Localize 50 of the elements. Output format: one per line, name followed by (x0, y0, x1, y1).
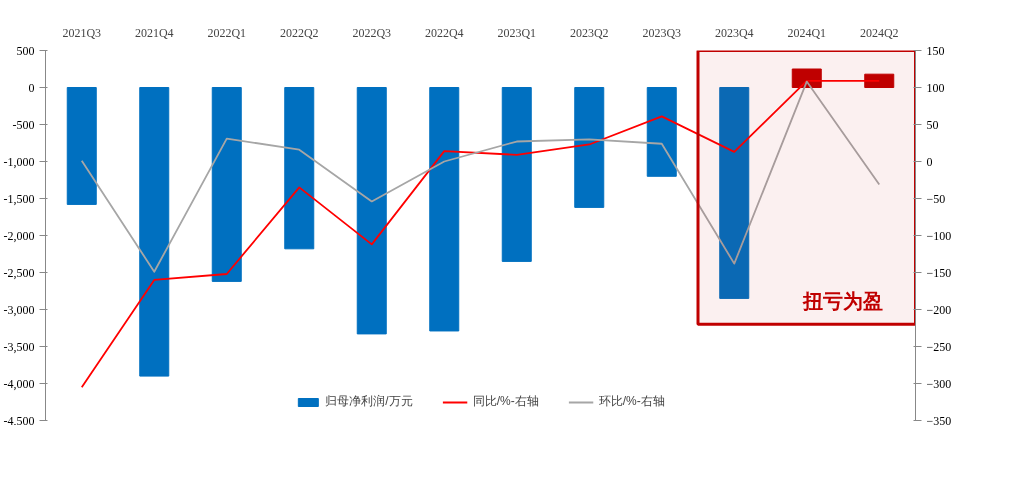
bar (284, 87, 315, 250)
y2-tick-label: 150 (926, 43, 945, 58)
x-tick-label: 2023Q4 (714, 25, 754, 40)
x-tick-label: 2024Q1 (787, 25, 827, 40)
line-series (80, 79, 881, 389)
line-series (80, 80, 881, 273)
y-tick-label: -1,000 (3, 154, 35, 169)
bar (139, 87, 170, 377)
bar (429, 87, 460, 332)
bar (211, 87, 242, 282)
x-tick-label: 2022Q1 (207, 25, 247, 40)
x-tick-label: 2021Q3 (62, 25, 102, 40)
legend-label: 同比/%-右轴 (472, 393, 539, 410)
bar (646, 87, 677, 177)
x-tick-label: 2022Q3 (352, 25, 392, 40)
y-tick-label: 500 (16, 43, 35, 58)
y2-tick-label: 50 (926, 117, 939, 132)
y2-tick-label: −300 (926, 376, 952, 391)
y2-tick-label: 100 (926, 80, 945, 95)
y-tick-label: -3,500 (3, 339, 35, 354)
y2-tick-label: −200 (926, 302, 952, 317)
y2-tick-label: −250 (926, 339, 952, 354)
x-tick-label: 2023Q1 (497, 25, 537, 40)
bar (356, 87, 387, 335)
y2-tick-label: −50 (926, 191, 946, 206)
bar (719, 87, 750, 299)
legend-label: 归母净利润/万元 (325, 393, 413, 410)
y2-tick-label: −350 (926, 413, 952, 428)
band-label: 扭亏为盈 (802, 290, 883, 313)
bar (501, 87, 532, 262)
y2-tick-label: −150 (926, 265, 952, 280)
bar (66, 87, 97, 205)
y-tick-label: -1,500 (3, 191, 35, 206)
bar (574, 87, 605, 208)
y-tick-label: 0 (28, 80, 35, 95)
x-tick-label: 2022Q2 (279, 25, 319, 40)
y-tick-label: -2,500 (3, 265, 35, 280)
y-tick-label: -2,000 (3, 228, 35, 243)
legend-label: 环比/%-右轴 (598, 393, 665, 410)
bar (864, 73, 895, 88)
y-tick-label: -4,000 (3, 376, 35, 391)
y2-tick-label: −100 (926, 228, 952, 243)
y2-tick-label: 0 (926, 154, 933, 169)
x-tick-label: 2022Q4 (424, 25, 464, 40)
x-tick-label: 2023Q2 (569, 25, 609, 40)
x-tick-label: 2021Q4 (134, 25, 174, 40)
y-tick-label: -3,000 (3, 302, 35, 317)
x-tick-label: 2024Q2 (859, 25, 899, 40)
x-tick-label: 2023Q3 (642, 25, 682, 40)
y-tick-label: -500 (12, 117, 35, 132)
